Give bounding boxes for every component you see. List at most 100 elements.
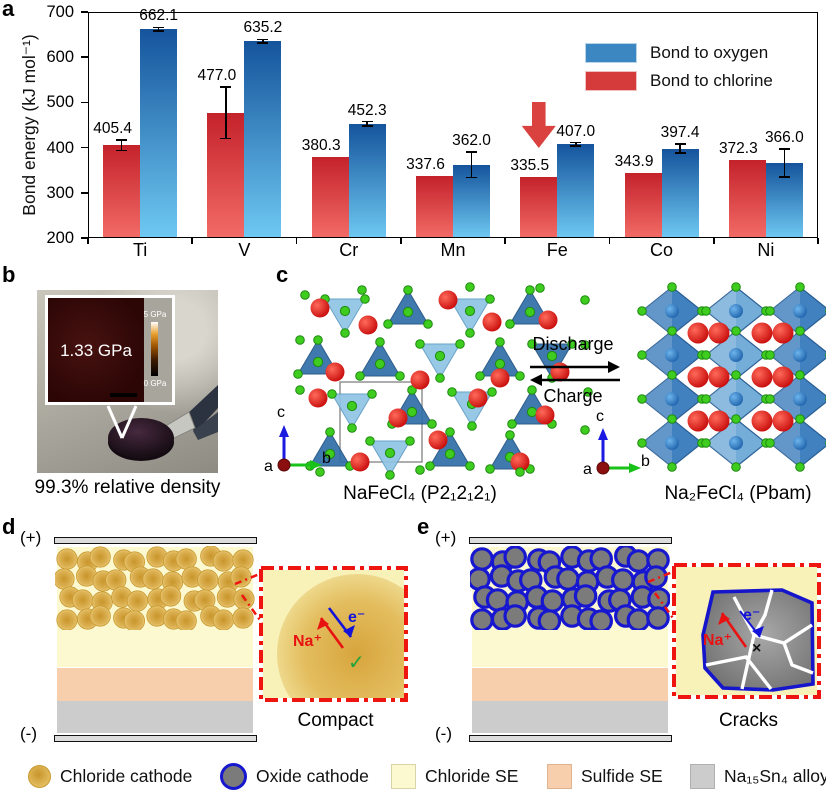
cl-atom bbox=[580, 340, 590, 350]
bar-Cr-oxygen bbox=[348, 123, 386, 238]
graphic bbox=[279, 425, 289, 437]
x-tick-label-Ti: Ti bbox=[132, 240, 148, 260]
na-atom bbox=[482, 312, 502, 332]
cl-atom bbox=[485, 464, 495, 474]
error-cap-top bbox=[116, 138, 128, 141]
sulfide-se-square-icon bbox=[547, 763, 572, 789]
panel-e-bottom-electrode bbox=[469, 735, 672, 742]
oxide-cathode-particles bbox=[470, 546, 670, 630]
panel-d-inset-graphic bbox=[259, 566, 408, 702]
panel-e-positive: (+) bbox=[435, 528, 457, 547]
cl-atom bbox=[315, 467, 325, 477]
value-label-V-chlorine: 477.0 bbox=[197, 67, 237, 85]
fe-atom bbox=[729, 392, 743, 406]
chloride-cathode-particle bbox=[197, 569, 219, 591]
x-tick bbox=[504, 238, 506, 244]
panel-d-bottom-electrode bbox=[54, 735, 257, 742]
cl-atom bbox=[765, 394, 775, 404]
cl-atom bbox=[524, 306, 536, 318]
cl-atom bbox=[515, 467, 525, 477]
value-label-Co-chlorine: 343.9 bbox=[614, 152, 654, 170]
cl-atom bbox=[464, 305, 476, 317]
oxide-cathode-particle bbox=[470, 547, 494, 571]
axis-c-label-right: c bbox=[596, 408, 604, 425]
value-label-V-oxygen: 635.2 bbox=[243, 19, 283, 37]
cl-atom bbox=[731, 414, 741, 424]
colorbar bbox=[151, 322, 158, 376]
na-atom bbox=[772, 322, 794, 344]
crystal-structures-graphic bbox=[277, 282, 826, 480]
cl-atom bbox=[701, 438, 711, 448]
chloride-cathode-particles bbox=[55, 546, 255, 630]
panel-d-zoom-connectors bbox=[234, 571, 264, 624]
cl-atom bbox=[795, 370, 805, 380]
cl-atom bbox=[300, 290, 310, 300]
na-atom bbox=[350, 452, 370, 472]
cl-atom bbox=[667, 326, 677, 336]
panel-e-negative: (-) bbox=[435, 724, 452, 743]
octahedron-facet bbox=[770, 287, 800, 335]
y-tick bbox=[81, 146, 88, 149]
cl-atom bbox=[731, 326, 741, 336]
x-tick bbox=[817, 238, 819, 244]
cl-atom bbox=[383, 319, 393, 329]
cl-atom bbox=[485, 294, 495, 304]
octahedron-facet bbox=[706, 331, 736, 379]
cl-atom bbox=[347, 423, 357, 433]
cl-atom bbox=[527, 339, 537, 349]
chart-plot-area: 200 300 400 500 600 700 Ti V Cr Mn Fe Co Ni 405.4 662.… bbox=[0, 0, 826, 260]
panel-d-alloy-layer bbox=[57, 701, 253, 733]
cl-atom bbox=[637, 350, 647, 360]
graphic bbox=[598, 428, 608, 440]
panel-d-electron-label: e⁻ bbox=[348, 609, 366, 626]
chlorine-series-swatch bbox=[585, 71, 637, 91]
cl-atom bbox=[403, 285, 413, 295]
error-cap-bottom bbox=[778, 176, 790, 178]
cl-atom bbox=[667, 414, 677, 424]
legend-item-chloride-se-square: Chloride SE bbox=[391, 763, 518, 789]
na-atom bbox=[687, 410, 709, 432]
oxide-cathode-particle bbox=[537, 609, 562, 630]
cl-atom bbox=[339, 305, 351, 317]
cl-atom bbox=[525, 285, 535, 295]
cl-atom bbox=[526, 406, 538, 418]
graphic bbox=[310, 460, 322, 470]
error-cap-top bbox=[466, 151, 477, 153]
oxygen-series-label: Bond to oxygen bbox=[650, 43, 769, 62]
oxide-cathode-particle bbox=[485, 588, 510, 612]
na-atom bbox=[550, 362, 570, 382]
cl-atom bbox=[340, 328, 350, 338]
panel-e-caption: Cracks bbox=[718, 710, 779, 731]
panel-d-caption: Compact bbox=[297, 710, 374, 731]
axis-b-label-right: b bbox=[641, 453, 650, 470]
panel-d-na-label: Na⁺ bbox=[293, 633, 322, 650]
na-atom bbox=[772, 410, 794, 432]
modulus-map bbox=[48, 298, 144, 402]
x-tick bbox=[400, 238, 402, 244]
panel-b-label: b bbox=[2, 262, 16, 287]
panel-d-positive: (+) bbox=[20, 528, 42, 547]
cl-atom bbox=[494, 358, 506, 370]
error-bar bbox=[470, 152, 473, 178]
octahedron-facet bbox=[642, 375, 672, 423]
modulus-value: 1.33 GPa bbox=[60, 341, 132, 360]
chloride-cathode-particle bbox=[123, 610, 145, 630]
chloride-cathode-particle bbox=[56, 609, 78, 630]
cl-atom bbox=[295, 335, 305, 345]
cl-atom bbox=[667, 462, 677, 472]
na-atom bbox=[687, 366, 709, 388]
crack-line bbox=[705, 655, 773, 691]
axis-a-dot bbox=[596, 461, 610, 475]
value-label-Ti-chlorine: 405.4 bbox=[93, 119, 133, 137]
chlorine-series-label: Bond to chlorine bbox=[650, 71, 773, 90]
cl-atom bbox=[324, 448, 336, 460]
modulus-map-inset: 1.33 GPa 5 GPa 0 GPa bbox=[45, 295, 175, 405]
cl-atom bbox=[325, 427, 335, 437]
cl-atom bbox=[487, 387, 497, 397]
chloride-cathode-particle bbox=[55, 568, 75, 590]
na-atom bbox=[428, 430, 448, 450]
fe-atom bbox=[665, 304, 679, 318]
fe-atom bbox=[665, 436, 679, 450]
oxide-cathode-particle bbox=[503, 604, 527, 628]
x-tick-label-Ni: Ni bbox=[757, 240, 775, 260]
